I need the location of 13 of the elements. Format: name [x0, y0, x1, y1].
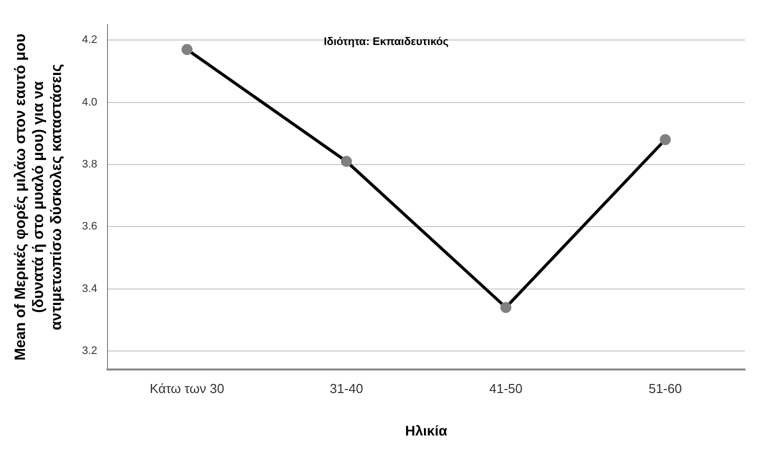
- x-tick-label: 41-50: [489, 380, 522, 396]
- y-tick-label: 3.6: [82, 220, 98, 233]
- y-tick-label: 4.2: [82, 34, 98, 46]
- x-tick-label: 51-60: [648, 380, 682, 396]
- x-tick-label: Κάτω των 30: [150, 380, 224, 396]
- y-tick-label: 4.0: [82, 96, 98, 108]
- x-axis-title: Ηλικία: [405, 422, 448, 438]
- text: Ιδιότητα: Εκπαιδευτικός: [324, 36, 449, 48]
- y-tick-label: 3.8: [82, 158, 98, 170]
- y-tick-label: 3.2: [82, 344, 98, 357]
- x-tick-label: 31-40: [330, 380, 364, 396]
- y-axis-title: Mean of Μερικές φορές μιλάω στον εαυτό μου (δυνατά ή στο μυαλό μου) για να αντιμετωπίσω δύσκολες καταστάσεις: [12, 33, 66, 361]
- y-tick-label: 3.4: [82, 282, 98, 295]
